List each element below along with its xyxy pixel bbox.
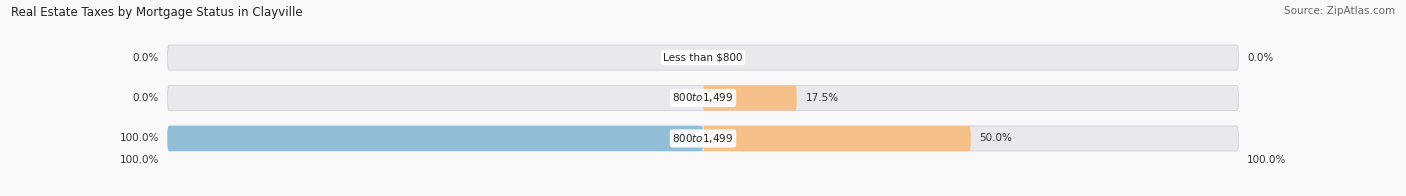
Text: 100.0%: 100.0%	[120, 133, 159, 143]
Text: Real Estate Taxes by Mortgage Status in Clayville: Real Estate Taxes by Mortgage Status in …	[11, 6, 302, 19]
Text: 0.0%: 0.0%	[132, 53, 159, 63]
FancyBboxPatch shape	[167, 85, 1239, 111]
FancyBboxPatch shape	[167, 126, 703, 151]
FancyBboxPatch shape	[703, 85, 797, 111]
Text: 100.0%: 100.0%	[1247, 154, 1286, 164]
Text: 0.0%: 0.0%	[132, 93, 159, 103]
Text: Less than $800: Less than $800	[664, 53, 742, 63]
Text: 100.0%: 100.0%	[120, 154, 159, 164]
FancyBboxPatch shape	[703, 126, 970, 151]
Text: 0.0%: 0.0%	[1247, 53, 1274, 63]
FancyBboxPatch shape	[167, 45, 1239, 70]
Text: Source: ZipAtlas.com: Source: ZipAtlas.com	[1284, 6, 1395, 16]
Text: 17.5%: 17.5%	[806, 93, 838, 103]
Text: 50.0%: 50.0%	[980, 133, 1012, 143]
Text: $800 to $1,499: $800 to $1,499	[672, 92, 734, 104]
FancyBboxPatch shape	[167, 126, 1239, 151]
Text: $800 to $1,499: $800 to $1,499	[672, 132, 734, 145]
